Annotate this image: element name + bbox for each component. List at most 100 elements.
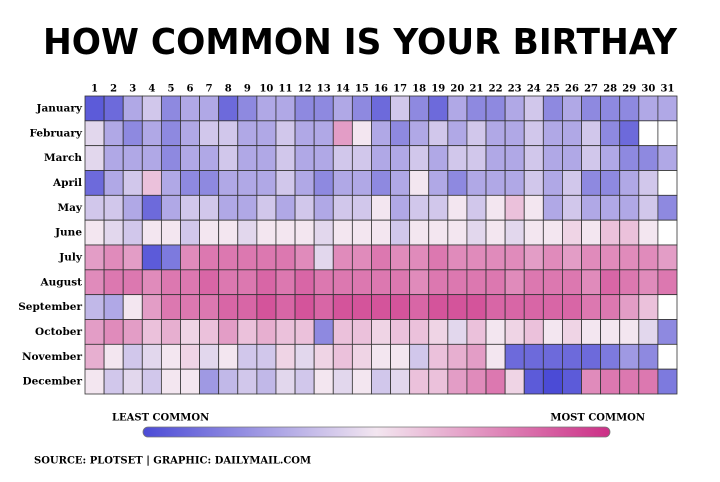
cell [447, 319, 468, 345]
cell [562, 319, 582, 345]
cell [199, 294, 220, 320]
cell [294, 319, 315, 345]
cell [180, 95, 200, 122]
cell [600, 145, 621, 171]
cell [84, 120, 105, 147]
cell [199, 343, 220, 370]
cell [523, 319, 544, 345]
cell [581, 319, 602, 345]
cell [141, 145, 162, 171]
cell [600, 120, 621, 147]
cell [218, 170, 239, 196]
cell [84, 145, 105, 171]
cell [199, 269, 220, 296]
x-tick-label: 5 [167, 84, 174, 95]
cell [180, 294, 200, 320]
cell [141, 219, 162, 246]
cell [199, 368, 220, 395]
cell [466, 294, 487, 320]
cell [294, 194, 315, 221]
x-tick-label: 13 [317, 84, 331, 95]
x-tick-label: 25 [546, 84, 560, 95]
cell [199, 244, 220, 271]
cell [562, 219, 582, 246]
cell [523, 368, 544, 395]
cell [562, 194, 582, 221]
cell [504, 145, 525, 171]
cell [619, 319, 640, 345]
cell [466, 95, 487, 122]
cell [237, 294, 258, 320]
cell [581, 194, 602, 221]
cell [581, 120, 602, 147]
cell [313, 294, 334, 320]
cell [447, 145, 468, 171]
cell [562, 269, 582, 296]
x-tick-label: 28 [603, 84, 617, 95]
cell [141, 319, 162, 345]
cell [237, 95, 258, 122]
cell [390, 368, 411, 395]
cell [294, 269, 315, 296]
cell [542, 294, 563, 320]
cell [371, 368, 391, 395]
cell [180, 120, 200, 147]
y-tick-label: October [35, 326, 82, 338]
cell [332, 294, 353, 320]
cell [141, 269, 162, 296]
cell [180, 194, 200, 221]
cell [581, 219, 602, 246]
x-tick-label: 29 [622, 84, 636, 95]
cell [351, 269, 372, 296]
cell [141, 194, 162, 221]
cell [600, 368, 621, 395]
cell [523, 95, 544, 122]
cell [504, 269, 525, 296]
cell [294, 343, 315, 370]
x-tick-label: 24 [527, 84, 541, 95]
cell [103, 319, 124, 345]
cell [581, 343, 602, 370]
cell [638, 343, 659, 370]
cell [160, 95, 181, 122]
cell [409, 145, 430, 171]
cell [581, 368, 602, 395]
cell [619, 368, 640, 395]
cell [313, 120, 334, 147]
cell [294, 219, 315, 246]
source: SOURCE: PLOTSET | GRAPHIC: DAILYMAIL.COM [34, 456, 311, 467]
cell [180, 343, 200, 370]
cell [237, 145, 258, 171]
empty-cell [657, 170, 678, 196]
cell [562, 244, 582, 271]
cell [409, 294, 430, 320]
cell [390, 319, 411, 345]
cell [141, 95, 162, 122]
x-tick-label: 12 [298, 84, 312, 95]
cell [600, 319, 621, 345]
cell [256, 120, 277, 147]
cell [523, 120, 544, 147]
cell [332, 145, 353, 171]
cell [657, 368, 678, 395]
cell [428, 319, 449, 345]
cell [371, 244, 391, 271]
cell [581, 269, 602, 296]
cell [199, 120, 220, 147]
cell [466, 368, 487, 395]
cell [180, 145, 200, 171]
cell [562, 294, 582, 320]
cell [371, 170, 391, 196]
cell [237, 120, 258, 147]
cell [371, 294, 391, 320]
cell [122, 95, 143, 122]
cell [466, 194, 487, 221]
cell [409, 343, 430, 370]
cell [294, 368, 315, 395]
cell [581, 95, 602, 122]
empty-cell [657, 219, 678, 246]
cell [237, 269, 258, 296]
cell [542, 269, 563, 296]
cell [581, 145, 602, 171]
x-tick-label: 21 [470, 84, 484, 95]
